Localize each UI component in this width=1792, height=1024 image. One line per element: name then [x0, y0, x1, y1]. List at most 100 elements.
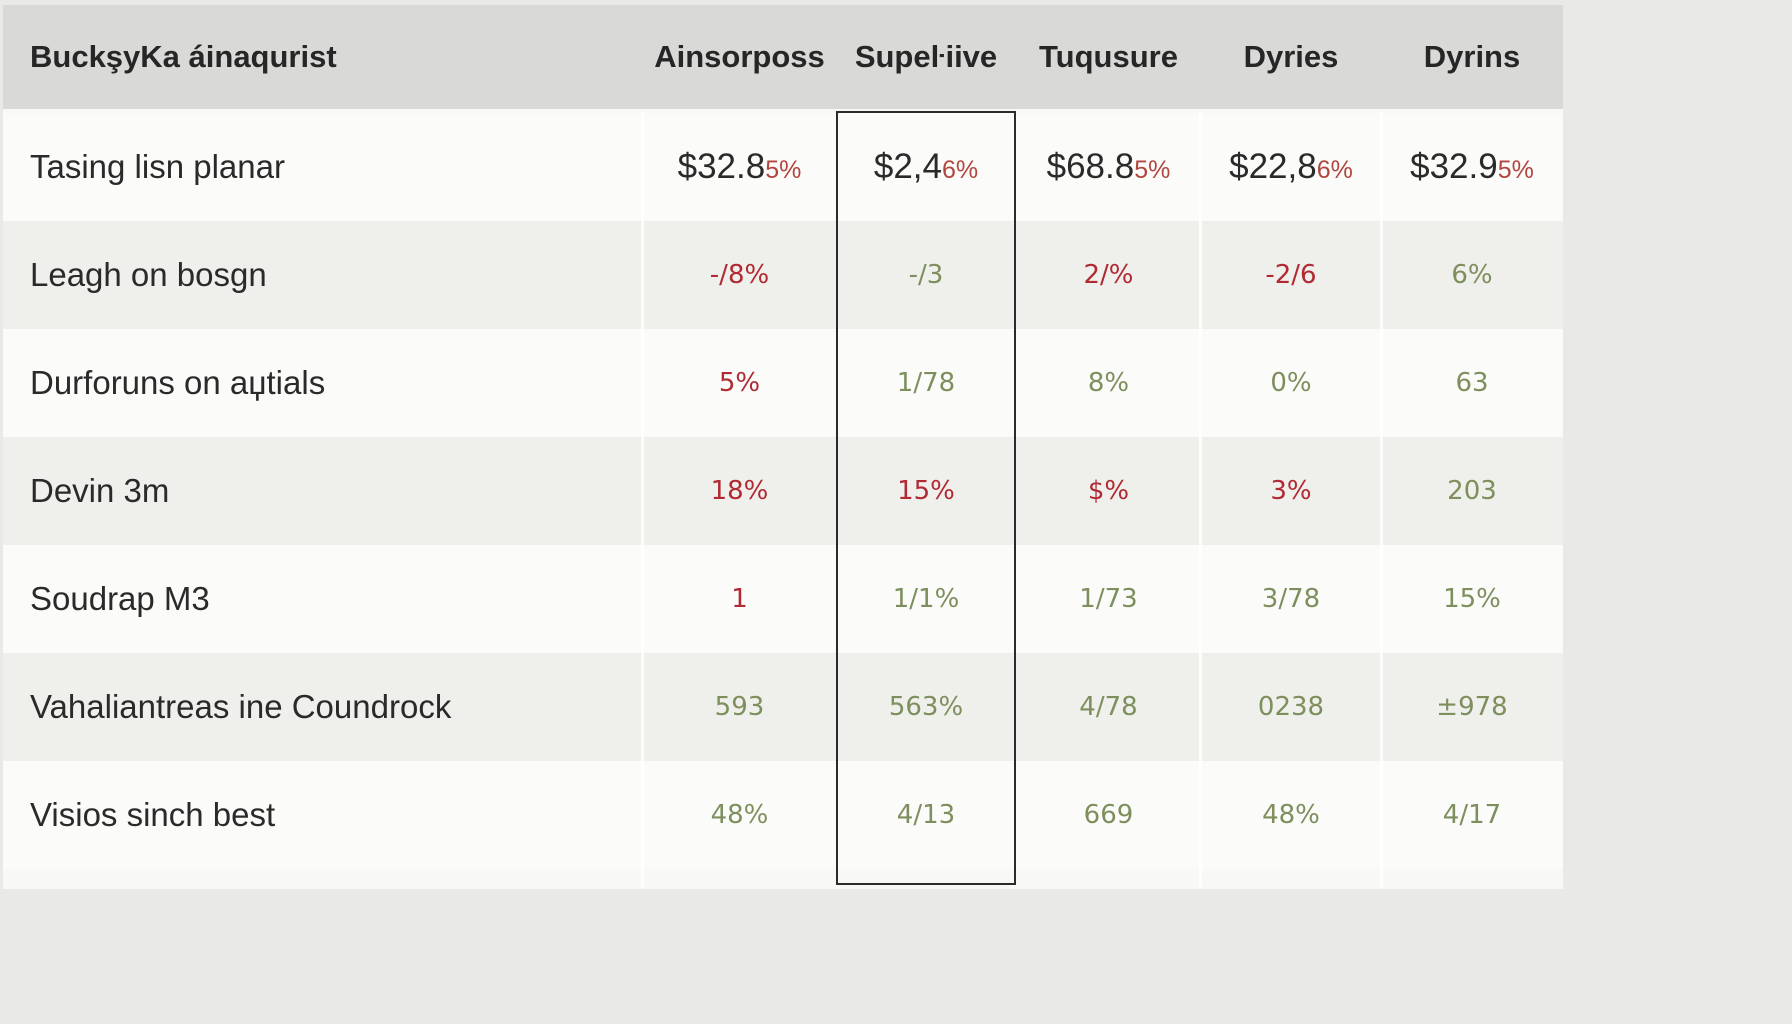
- price-suffix: 5%: [1497, 156, 1534, 184]
- table-cell: 3%: [1201, 437, 1381, 545]
- metric-value: 669: [1083, 800, 1134, 830]
- metric-value: 0%: [1270, 368, 1312, 398]
- metric-value: 3/78: [1261, 584, 1321, 614]
- table-cell: $32.85%: [643, 113, 836, 221]
- table-row: Durforuns on aџtials 5% 1/78 8% 0% 63: [3, 329, 1563, 437]
- price-value: $68.85%: [1047, 147, 1171, 187]
- table-title: BuckşyKa áinaqurist: [30, 39, 337, 74]
- table-cell: 63: [1381, 329, 1563, 437]
- table-row: Tasing lisn planar $32.85% $2,46% $68.85% $2…: [3, 113, 1563, 221]
- metric-value: 593: [714, 692, 765, 722]
- price-main: $32.8: [677, 147, 766, 186]
- metric-value: 5%: [718, 368, 761, 398]
- price-suffix: 6%: [941, 156, 979, 184]
- table-cell: 2/%: [1016, 221, 1201, 329]
- table-cell: 203: [1381, 437, 1563, 545]
- table-cell: 6%: [1381, 221, 1563, 329]
- table-cell: ±978: [1381, 653, 1563, 761]
- table-cell: 8%: [1016, 329, 1201, 437]
- table-cell: 15%: [1381, 545, 1563, 653]
- table-cell: 1: [643, 545, 836, 653]
- price-value: $32.85%: [678, 147, 802, 187]
- metric-value: 2/%: [1083, 260, 1134, 290]
- metric-value: 48%: [710, 800, 769, 830]
- metric-value: 63: [1455, 368, 1489, 398]
- metric-value: 4/13: [896, 800, 956, 830]
- metric-value: ±978: [1436, 692, 1508, 722]
- metric-value: 8%: [1087, 368, 1130, 398]
- table-header: BuckşyKa áinaqurist Ainsorposs Supeŀiive…: [3, 5, 1563, 109]
- row-label: Vahaliantreas ine Coundrock: [30, 688, 452, 725]
- row-label: Durforuns on aџtials: [30, 364, 326, 401]
- metric-value: 6%: [1451, 260, 1493, 290]
- row-label: Soudrap M3: [30, 580, 210, 617]
- table-cell: 1/78: [836, 329, 1016, 437]
- price-main: $22,8: [1229, 147, 1317, 186]
- table-cell: 4/78: [1016, 653, 1201, 761]
- table-cell: 48%: [643, 761, 836, 869]
- metric-value: 563%: [888, 692, 964, 722]
- metric-value: 15%: [897, 476, 955, 506]
- column-header[interactable]: Supeŀiive: [854, 39, 998, 74]
- metric-value: 18%: [710, 476, 769, 506]
- column-header[interactable]: Dyries: [1243, 39, 1339, 74]
- table-cell: $2,46%: [836, 113, 1016, 221]
- column-header[interactable]: Tuqusure: [1039, 39, 1178, 74]
- price-suffix: 5%: [1134, 156, 1171, 184]
- table-cell: 563%: [836, 653, 1016, 761]
- metric-value: 4/17: [1442, 800, 1502, 830]
- metric-value: 203: [1447, 476, 1497, 506]
- comparison-table: BuckşyKa áinaqurist Ainsorposs Supeŀiive…: [3, 5, 1563, 889]
- table-cell: 18%: [643, 437, 836, 545]
- table-cell: 5%: [643, 329, 836, 437]
- table-cell: $22,86%: [1201, 113, 1381, 221]
- metric-value: 0238: [1257, 692, 1325, 722]
- price-value: $2,46%: [874, 147, 978, 187]
- table-cell: 1/73: [1016, 545, 1201, 653]
- table-cell: 1/1%: [836, 545, 1016, 653]
- column-divider: [1380, 111, 1383, 887]
- table-cell: $68.85%: [1016, 113, 1201, 221]
- metric-value: 1/78: [896, 368, 956, 398]
- column-divider: [641, 111, 644, 887]
- price-main: $32.9: [1410, 147, 1498, 186]
- metric-value: -/3: [908, 260, 944, 290]
- table-cell: 15%: [836, 437, 1016, 545]
- metric-value: 48%: [1262, 800, 1320, 830]
- table-cell: 0238: [1201, 653, 1381, 761]
- table-cell: 4/13: [836, 761, 1016, 869]
- table-cell: $%: [1016, 437, 1201, 545]
- column-divider: [1199, 111, 1202, 887]
- price-main: $68.8: [1046, 147, 1135, 186]
- price-suffix: 5%: [765, 156, 802, 184]
- table-cell: 669: [1016, 761, 1201, 869]
- metric-value: 1/1%: [892, 584, 960, 614]
- column-header[interactable]: Ainsorposs: [654, 39, 825, 74]
- metric-value: 4/78: [1079, 692, 1138, 722]
- metric-value: 15%: [1443, 584, 1501, 614]
- metric-value: 3%: [1270, 476, 1312, 506]
- table-row: Visios sinch best 48% 4/13 669 48% 4/17: [3, 761, 1563, 869]
- row-label: Devin 3m: [30, 472, 170, 509]
- table-cell: 0%: [1201, 329, 1381, 437]
- table-row: Vahaliantreas ine Coundrock 593 563% 4/78 02…: [3, 653, 1563, 761]
- row-label: Visios sinch best: [30, 796, 276, 833]
- row-label: Tasing lisn planar: [30, 148, 285, 185]
- table-cell: -/3: [836, 221, 1016, 329]
- column-header[interactable]: Dyrins: [1423, 39, 1521, 74]
- row-label: Leagh on bosgn: [30, 256, 267, 293]
- price-value: $32.95%: [1410, 147, 1534, 187]
- metric-value: 1/73: [1079, 584, 1138, 614]
- metric-value: $%: [1087, 476, 1130, 506]
- table-cell: 4/17: [1381, 761, 1563, 869]
- metric-value: -/8%: [709, 260, 770, 290]
- table-cell: -/8%: [643, 221, 836, 329]
- price-value: $22,86%: [1229, 147, 1353, 187]
- table-row: Soudrap M3 1 1/1% 1/73 3/78 15%: [3, 545, 1563, 653]
- price-suffix: 6%: [1316, 156, 1353, 184]
- table-cell: -2/6: [1201, 221, 1381, 329]
- table-cell: 3/78: [1201, 545, 1381, 653]
- table-cell: 48%: [1201, 761, 1381, 869]
- table-cell: $32.95%: [1381, 113, 1563, 221]
- metric-value: 1: [731, 584, 748, 614]
